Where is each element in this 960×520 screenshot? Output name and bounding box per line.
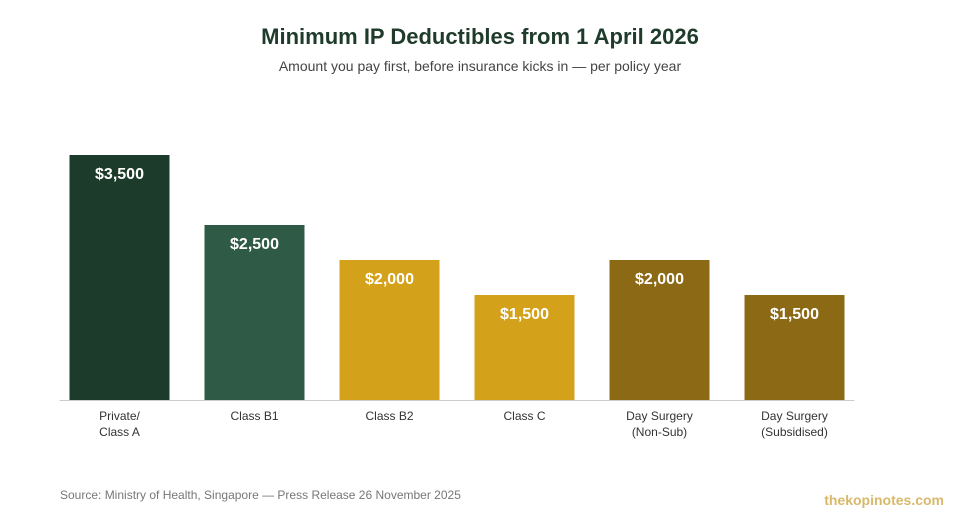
brand-watermark: thekopinotes.com	[824, 492, 944, 508]
bar-value-label-2: $2,500	[230, 236, 279, 253]
bar-4	[474, 295, 575, 400]
chart-title: Minimum IP Deductibles from 1 April 2026	[261, 24, 699, 49]
bar-value-label-5: $2,000	[635, 271, 684, 288]
bar-value-label-3: $2,000	[365, 271, 414, 288]
bar-3	[339, 260, 440, 400]
bar-5	[609, 260, 710, 400]
category-label-4: Class C	[503, 409, 545, 423]
category-label-3: Class B2	[365, 409, 413, 423]
category-label-1: Private/Class A	[99, 409, 140, 439]
bar-value-label-6: $1,500	[770, 306, 819, 323]
bar-value-label-4: $1,500	[500, 306, 549, 323]
bar-6	[744, 295, 845, 400]
category-label-2: Class B1	[230, 409, 278, 423]
category-label-5: Day Surgery (Non-Sub)	[626, 409, 693, 439]
bar-value-label-1: $3,500	[95, 166, 144, 183]
bar-1	[69, 155, 170, 400]
source-note: Source: Ministry of Health, Singapore — …	[60, 488, 461, 502]
category-label-6: Day Surgery (Subsidised)	[761, 409, 828, 439]
bar-2	[204, 225, 305, 400]
chart-subtitle: Amount you pay first, before insurance k…	[278, 58, 682, 74]
